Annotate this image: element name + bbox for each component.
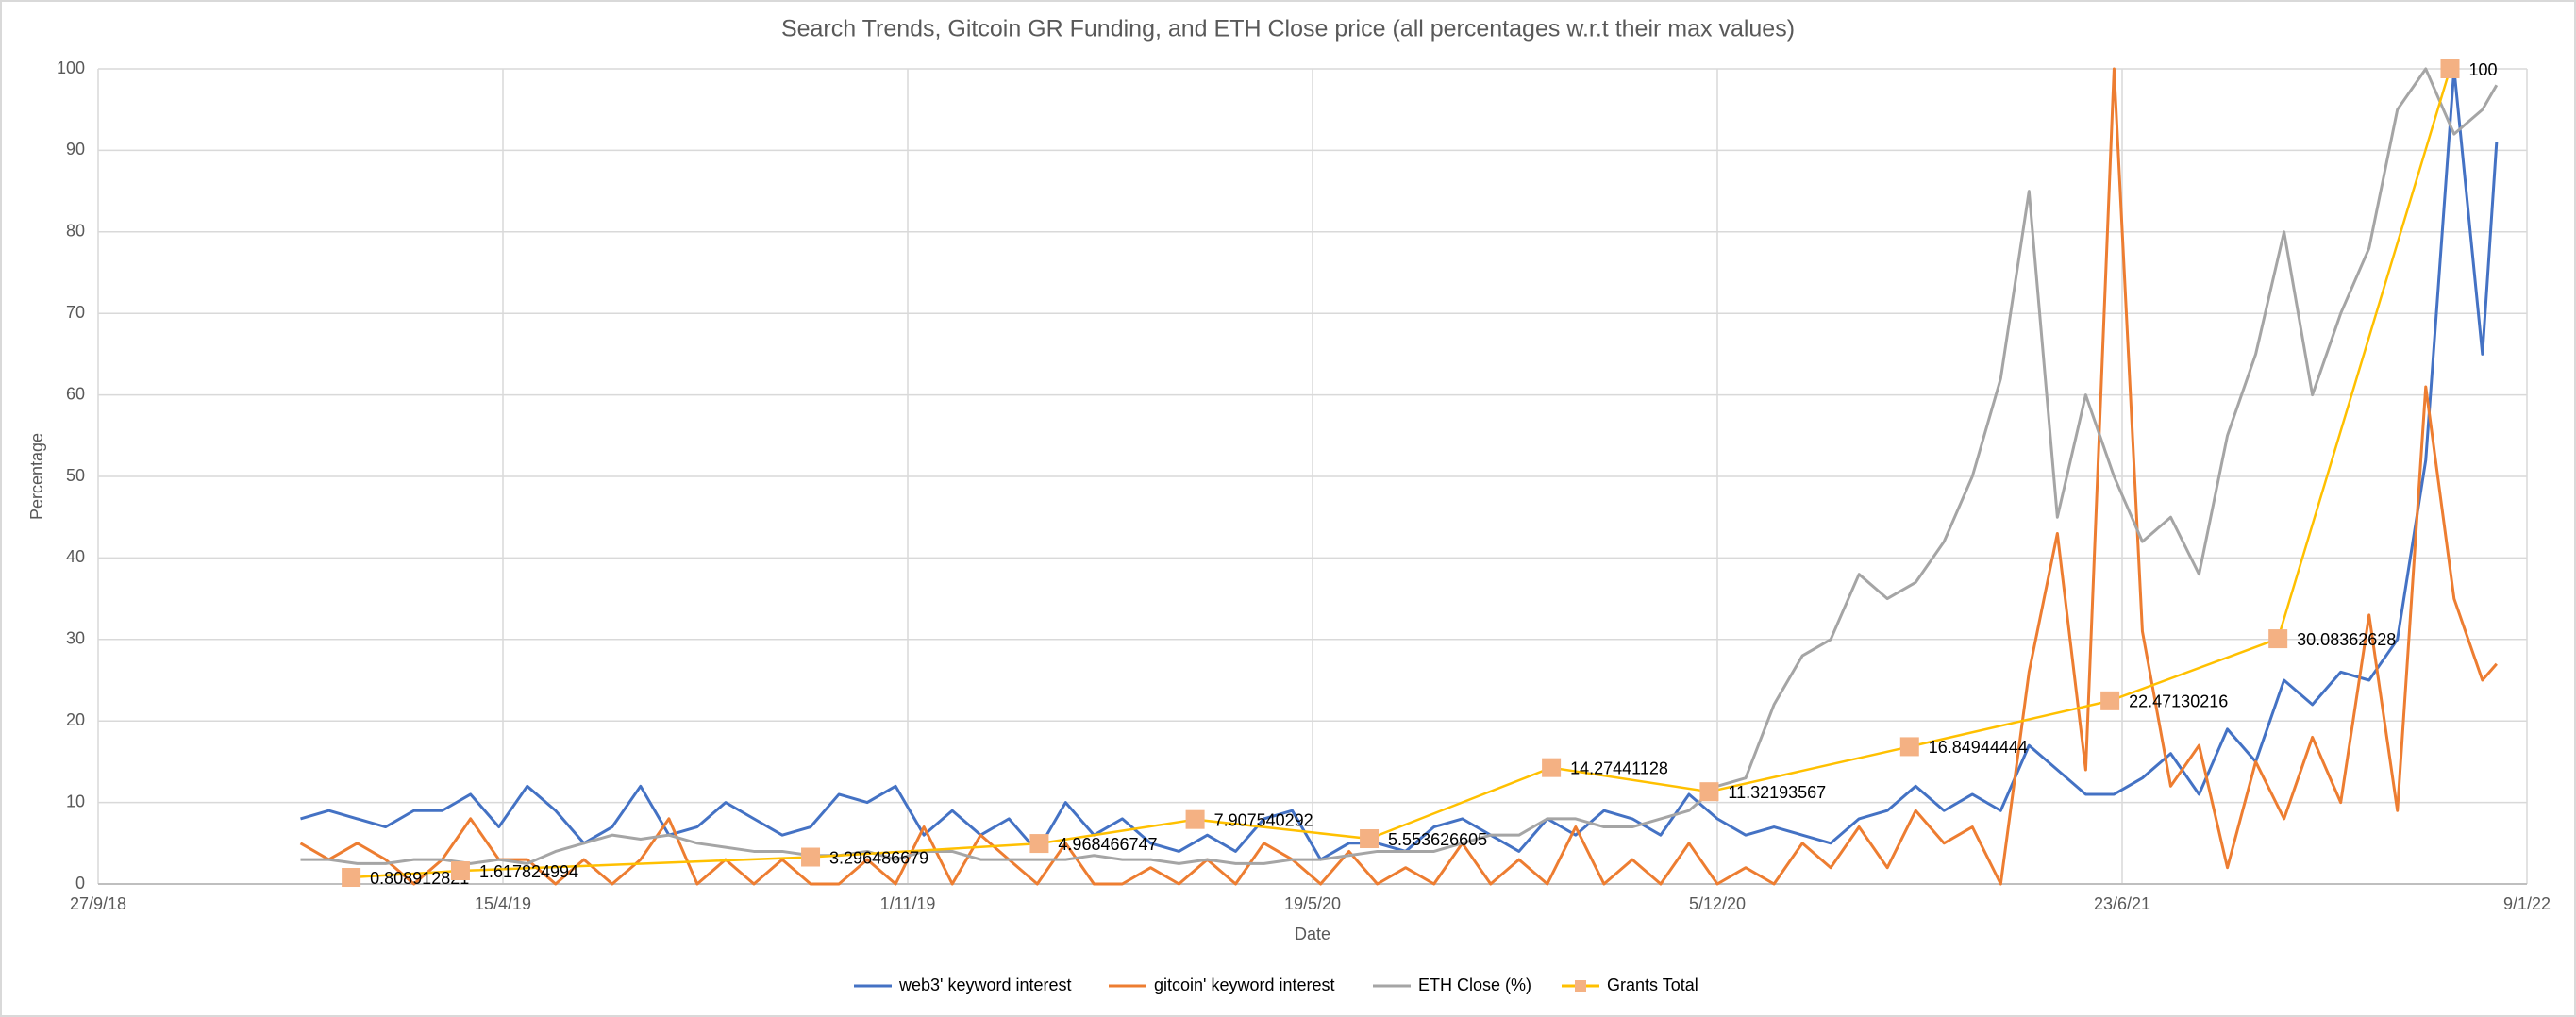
data-label: 22.47130216 [2129,692,2228,711]
legend-label: web3' keyword interest [898,975,1072,994]
y-tick-label: 80 [66,222,85,241]
marker [1899,737,1919,757]
series-line [351,68,2451,879]
marker [1029,834,1049,854]
data-label: 4.968466747 [1058,835,1157,854]
data-label: 7.907540292 [1214,810,1313,829]
data-label: 30.08362628 [2297,630,2396,649]
data-label: 0.808912821 [370,869,469,888]
legend-label: gitcoin' keyword interest [1154,975,1335,994]
y-tick-label: 0 [75,874,85,892]
marker [1542,758,1562,777]
marker [2440,59,2460,78]
x-tick-label: 19/5/20 [1284,894,1341,913]
data-label: 16.84944444 [1929,738,2028,757]
y-tick-label: 70 [66,303,85,322]
legend-marker [1575,980,1586,992]
x-tick-label: 23/6/21 [2094,894,2150,913]
x-tick-label: 5/12/20 [1689,894,1746,913]
y-tick-label: 10 [66,792,85,810]
marker [801,847,821,867]
marker [1185,809,1205,829]
data-label: 1.617824994 [479,862,578,881]
series-line [300,67,2499,865]
data-label: 5.553626605 [1388,830,1487,849]
y-tick-label: 60 [66,384,85,403]
x-tick-label: 1/11/19 [880,894,936,913]
marker [1699,782,1719,802]
marker [2268,629,2288,649]
y-axis-label: Percentage [27,433,46,520]
legend-label: ETH Close (%) [1418,975,1531,994]
marker [450,861,470,881]
marker [2100,691,2120,710]
y-tick-label: 40 [66,547,85,566]
chart-title: Search Trends, Gitcoin GR Funding, and E… [781,16,1795,42]
x-tick-label: 9/1/22 [2503,894,2551,913]
x-tick-label: 15/4/19 [475,894,531,913]
data-label: 14.27441128 [1570,759,1668,777]
data-label: 100 [2468,60,2497,79]
marker [342,868,361,888]
y-tick-label: 20 [66,710,85,729]
x-axis-label: Date [1295,925,1330,943]
y-tick-label: 30 [66,629,85,648]
legend-label: Grants Total [1607,975,1698,994]
series-line [299,67,2498,886]
marker [1360,829,1380,849]
y-tick-label: 90 [66,140,85,158]
data-label: 11.32193567 [1728,783,1826,802]
y-tick-label: 100 [57,58,85,77]
x-tick-label: 27/9/18 [70,894,126,913]
data-label: 3.296486679 [829,848,928,867]
y-tick-label: 50 [66,466,85,485]
